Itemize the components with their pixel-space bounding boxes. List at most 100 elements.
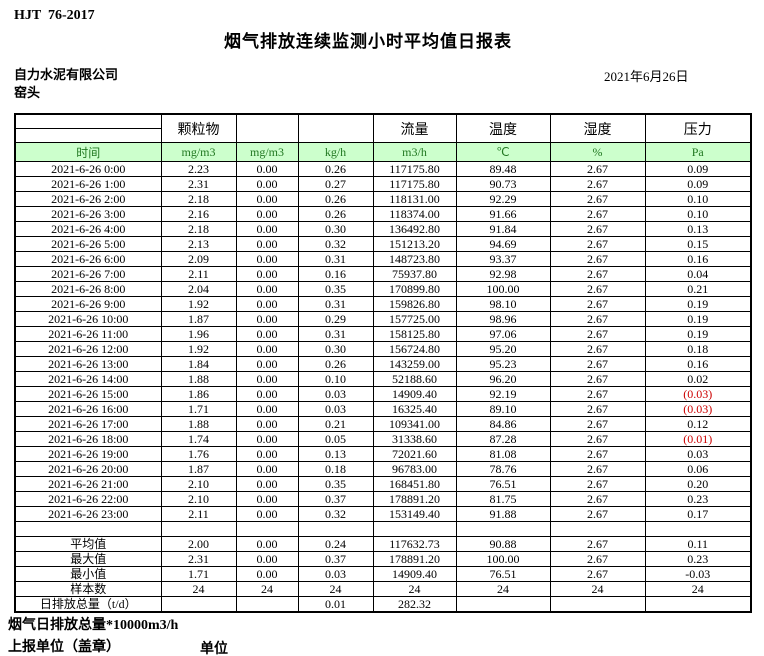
value-cell: [297, 521, 374, 537]
value-cell: 91.84: [455, 221, 551, 237]
value-cell: 0.00: [235, 401, 299, 417]
value-cell: 2.67: [549, 401, 646, 417]
col-header-empty-2: [297, 113, 374, 143]
value-cell: 0.18: [297, 461, 374, 477]
value-cell: 1.87: [160, 311, 237, 327]
value-cell: 0.00: [235, 476, 299, 492]
time-cell: 2021-6-26 13:00: [14, 356, 162, 372]
value-cell: 1.92: [160, 341, 237, 357]
time-cell: 2021-6-26 4:00: [14, 221, 162, 237]
value-cell: 2.10: [160, 491, 237, 507]
time-cell: 2021-6-26 22:00: [14, 491, 162, 507]
value-cell: 2.67: [549, 341, 646, 357]
value-cell: 0.19: [644, 296, 752, 312]
value-cell: 0.00: [235, 506, 299, 522]
value-cell: 156724.80: [372, 341, 457, 357]
value-cell: 157725.00: [372, 311, 457, 327]
value-cell: 2.23: [160, 161, 237, 177]
value-cell: (0.01): [644, 431, 752, 447]
data-row: 2021-6-26 12:00 1.92 0.00 0.30 156724.80 95.2…: [14, 341, 752, 357]
time-cell: 2021-6-26 14:00: [14, 371, 162, 387]
value-cell: 1.74: [160, 431, 237, 447]
value-cell: 0.26: [297, 206, 374, 222]
value-cell: 0.31: [297, 251, 374, 267]
unit-mgm3-1: mg/m3: [160, 142, 237, 162]
value-cell: 0.24: [297, 536, 374, 552]
col-header-flow: 流量: [372, 113, 457, 143]
summary-label: 日排放总量（t/d）: [14, 596, 162, 613]
value-cell: 0.18: [644, 341, 752, 357]
value-cell: 0.19: [644, 311, 752, 327]
value-cell: 0.00: [235, 221, 299, 237]
data-row: 2021-6-26 23:00 2.11 0.00 0.32 153149.40 91.8…: [14, 506, 752, 522]
data-row: 2021-6-26 6:00 2.09 0.00 0.31 148723.80 93.37…: [14, 251, 752, 267]
spacer-cell: [14, 521, 162, 537]
value-cell: 2.67: [549, 281, 646, 297]
value-cell: 117632.73: [372, 536, 457, 552]
value-cell: 0.29: [297, 311, 374, 327]
time-cell: 2021-6-26 12:00: [14, 341, 162, 357]
time-cell: 2021-6-26 10:00: [14, 311, 162, 327]
value-cell: [549, 521, 646, 537]
value-cell: 1.92: [160, 296, 237, 312]
unit-m3h: m3/h: [372, 142, 457, 162]
value-cell: 24: [160, 581, 237, 597]
value-cell: 0.00: [235, 386, 299, 402]
value-cell: 0.00: [235, 431, 299, 447]
col-header-temperature: 温度: [455, 113, 551, 143]
value-cell: 0.11: [644, 536, 752, 552]
time-column-label: 时间: [14, 142, 162, 162]
summary-label: 平均值: [14, 536, 162, 552]
spacer-row: [14, 521, 752, 537]
value-cell: 2.67: [549, 431, 646, 447]
data-row: 2021-6-26 18:00 1.74 0.00 0.05 31338.60 87.28…: [14, 431, 752, 447]
value-cell: [160, 521, 237, 537]
value-cell: 0.00: [235, 236, 299, 252]
value-cell: 2.67: [549, 371, 646, 387]
summary-row: 最小值 1.71 0.00 0.03 14909.40 76.51 2.67 -0.03: [14, 566, 752, 582]
time-cell: 2021-6-26 21:00: [14, 476, 162, 492]
value-cell: 24: [297, 581, 374, 597]
value-cell: 117175.80: [372, 176, 457, 192]
doc-code: HJT 76-2017: [14, 8, 95, 23]
data-row: 2021-6-26 22:00 2.10 0.00 0.37 178891.20 81.7…: [14, 491, 752, 507]
value-cell: 0.30: [297, 341, 374, 357]
value-cell: 2.67: [549, 491, 646, 507]
value-cell: 0.31: [297, 326, 374, 342]
value-cell: 0.00: [235, 266, 299, 282]
flow-total-note: 烟气日排放总量*10000m3/h: [8, 618, 179, 633]
value-cell: 0.03: [644, 446, 752, 462]
value-cell: [160, 596, 237, 613]
value-cell: 2.09: [160, 251, 237, 267]
value-cell: 0.09: [644, 176, 752, 192]
unit-kgh: kg/h: [297, 142, 374, 162]
reporting-unit-label: 上报单位（盖章）: [8, 640, 120, 655]
value-cell: 0.00: [235, 341, 299, 357]
report-table: 颗粒物 流量 温度 湿度 压力 时间 mg/m3 mg/m3 kg/h m3/h…: [14, 113, 752, 613]
value-cell: 0.16: [644, 356, 752, 372]
value-cell: 0.00: [235, 461, 299, 477]
value-cell: 81.08: [455, 446, 551, 462]
value-cell: 158125.80: [372, 326, 457, 342]
value-cell: 2.67: [549, 536, 646, 552]
value-cell: 0.00: [235, 566, 299, 582]
summary-label: 最大值: [14, 551, 162, 567]
value-cell: 0.26: [297, 161, 374, 177]
col-header-empty-1: [235, 113, 299, 143]
value-cell: 0.06: [644, 461, 752, 477]
value-cell: 2.67: [549, 566, 646, 582]
value-cell: 2.67: [549, 446, 646, 462]
data-row: 2021-6-26 7:00 2.11 0.00 0.16 75937.80 92.98 2…: [14, 266, 752, 282]
unit-header-row: 时间 mg/m3 mg/m3 kg/h m3/h ℃ % Pa: [14, 142, 752, 162]
data-row: 2021-6-26 9:00 1.92 0.00 0.31 159826.80 98.10…: [14, 296, 752, 312]
summary-row: 平均值 2.00 0.00 0.24 117632.73 90.88 2.67 0.11: [14, 536, 752, 552]
value-cell: 24: [372, 581, 457, 597]
value-cell: 2.67: [549, 296, 646, 312]
unit-pa: Pa: [644, 142, 752, 162]
value-cell: 98.96: [455, 311, 551, 327]
value-cell: 87.28: [455, 431, 551, 447]
value-cell: 2.67: [549, 476, 646, 492]
value-cell: 0.00: [235, 191, 299, 207]
value-cell: 24: [235, 581, 299, 597]
